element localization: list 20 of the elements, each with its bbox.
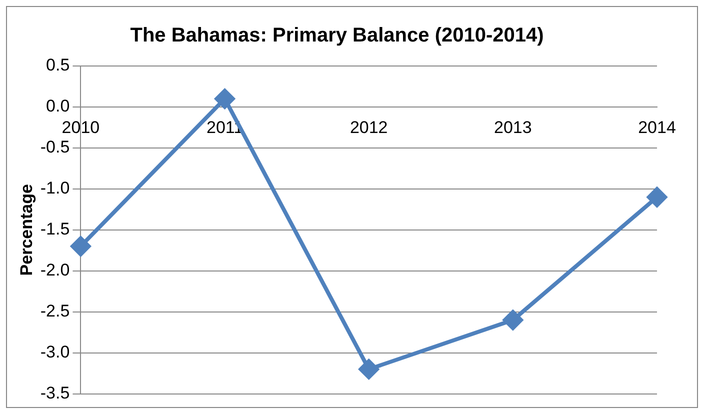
point	[502, 310, 523, 330]
point	[70, 236, 91, 256]
chart-title: The Bahamas: Primary Balance (2010-2014)	[130, 24, 544, 47]
y-tick-label: 0.5	[46, 56, 70, 75]
x-tick-label: 2013	[494, 118, 532, 137]
x-tick-label: 2012	[350, 118, 388, 137]
y-tick-label: -2.0	[40, 260, 70, 280]
y-tick-label: 0.0	[46, 96, 70, 116]
y-tick-label: -1.0	[40, 178, 70, 198]
y-tick-label: -2.5	[40, 302, 70, 321]
point	[647, 187, 667, 208]
y-tick-label: -3.0	[40, 342, 70, 362]
point	[358, 359, 379, 380]
point	[214, 88, 235, 109]
y-tick-label: -1.5	[40, 220, 70, 239]
y-axis-title: Percentage	[16, 184, 36, 276]
x-tick-label: 2010	[62, 118, 100, 137]
y-tick-label: -3.5	[40, 383, 70, 402]
x-tick-label: 2014	[638, 118, 676, 137]
y-tick-label: -0.5	[40, 138, 70, 157]
